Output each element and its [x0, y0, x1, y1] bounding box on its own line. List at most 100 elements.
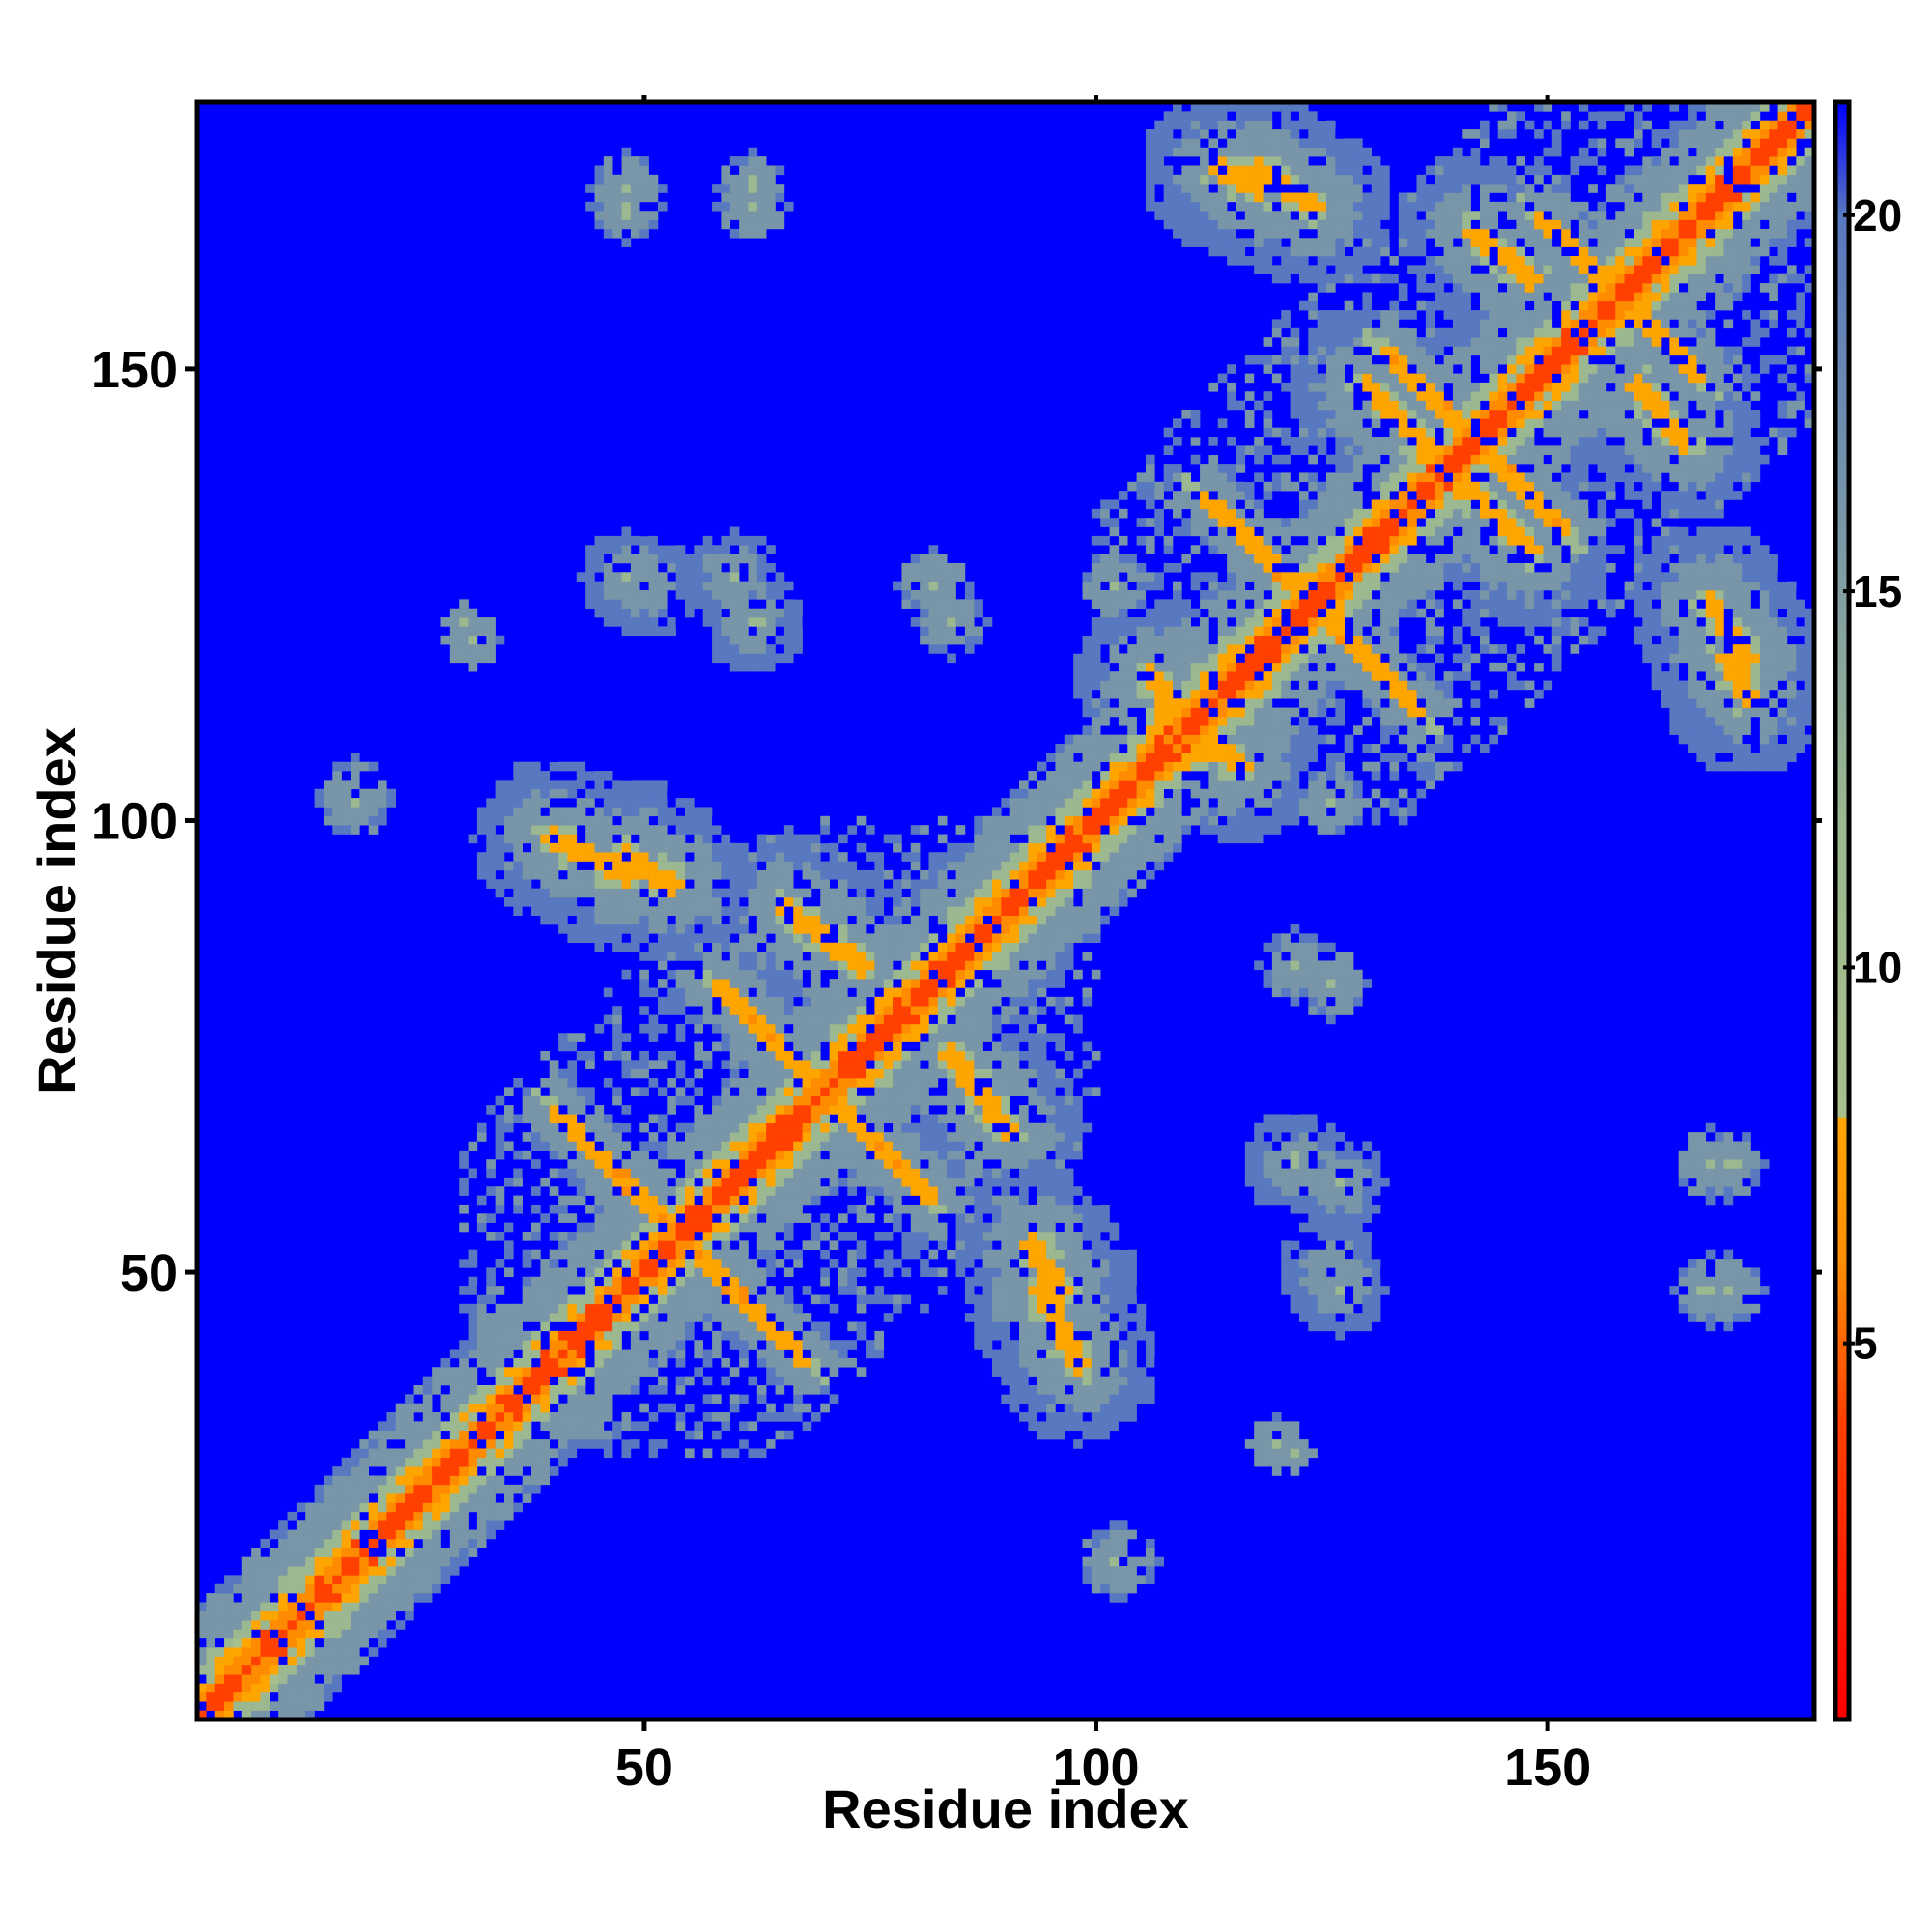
- heatmap-cell: [459, 1249, 469, 1260]
- heatmap-cell: [594, 1439, 605, 1449]
- heatmap-cell: [947, 1095, 956, 1106]
- heatmap-cell: [667, 987, 676, 998]
- heatmap-cell: [675, 572, 686, 582]
- heatmap-cell: [1064, 734, 1074, 745]
- heatmap-cell: [657, 1276, 668, 1287]
- heatmap-cell: [866, 1195, 875, 1206]
- heatmap-cell: [667, 969, 676, 980]
- heatmap-cell: [982, 1050, 993, 1061]
- heatmap-cell: [685, 1448, 695, 1459]
- heatmap-cell: [350, 1664, 360, 1675]
- heatmap-cell: [1055, 1195, 1065, 1206]
- heatmap-cell: [378, 1620, 387, 1630]
- heatmap-cell: [1091, 842, 1101, 853]
- heatmap-cell: [1001, 1259, 1010, 1268]
- heatmap-cell: [729, 1023, 740, 1034]
- heatmap-cell: [648, 798, 659, 808]
- heatmap-cell: [702, 554, 713, 564]
- heatmap-cell: [1118, 1349, 1128, 1359]
- heatmap-cell: [783, 1213, 794, 1223]
- heatmap-cell: [893, 834, 902, 844]
- heatmap-cell: [603, 1231, 613, 1241]
- heatmap-cell: [1009, 852, 1020, 862]
- heatmap-cell: [440, 1493, 451, 1503]
- heatmap-cell: [639, 535, 649, 546]
- heatmap-cell: [883, 952, 894, 961]
- heatmap-cell: [802, 1141, 812, 1151]
- heatmap-cell: [712, 201, 722, 212]
- heatmap-cell: [712, 869, 722, 880]
- heatmap-cell: [1091, 1583, 1101, 1594]
- heatmap-cell: [766, 987, 776, 998]
- heatmap-cell: [440, 635, 451, 645]
- heatmap-cell: [793, 952, 803, 961]
- heatmap-cell: [928, 1249, 939, 1260]
- heatmap-cell: [648, 1014, 659, 1025]
- heatmap-cell: [1037, 1105, 1047, 1115]
- heatmap-cell: [567, 1394, 578, 1404]
- heatmap-cell: [810, 1294, 821, 1305]
- heatmap-cell: [901, 1132, 912, 1142]
- heatmap-cell: [1082, 1384, 1093, 1395]
- heatmap-cell: [920, 1141, 929, 1151]
- heatmap-cell: [1109, 734, 1120, 745]
- heatmap-cell: [1118, 788, 1128, 799]
- heatmap-cell: [766, 1114, 776, 1124]
- heatmap-cell: [341, 1575, 352, 1585]
- heatmap-cell: [974, 626, 983, 637]
- heatmap-cell: [702, 915, 713, 925]
- heatmap-cell: [893, 1168, 902, 1179]
- heatmap-cell: [350, 1502, 360, 1513]
- heatmap-cell: [1001, 815, 1010, 826]
- heatmap-cell: [459, 1538, 469, 1548]
- heatmap-cell: [847, 960, 857, 971]
- heatmap-cell: [621, 626, 632, 637]
- heatmap-cell: [657, 807, 668, 817]
- heatmap-cell: [856, 987, 867, 998]
- heatmap-cell: [1001, 979, 1010, 988]
- heatmap-cell: [1037, 1330, 1047, 1341]
- heatmap-cell: [468, 1484, 478, 1494]
- heatmap-cell: [1028, 1141, 1038, 1151]
- heatmap-cell: [783, 201, 794, 212]
- heatmap-cell: [667, 581, 676, 591]
- heatmap-cell: [775, 1041, 785, 1052]
- heatmap-cell: [756, 184, 767, 193]
- heatmap-cell: [1055, 1141, 1065, 1151]
- heatmap-cell: [260, 1701, 270, 1711]
- heatmap-cell: [775, 1357, 785, 1368]
- heatmap-cell: [974, 1240, 983, 1250]
- heatmap-cell: [1037, 1050, 1047, 1061]
- heatmap-cell: [937, 915, 948, 925]
- heatmap-cell: [1100, 617, 1110, 627]
- heatmap-cell: [901, 906, 912, 916]
- heatmap-cell: [1082, 1186, 1093, 1196]
- heatmap-cell: [1046, 1259, 1056, 1268]
- heatmap-cell: [729, 174, 740, 185]
- heatmap-cell: [314, 1610, 325, 1621]
- heatmap-cell: [612, 1321, 622, 1332]
- heatmap-cell: [621, 211, 632, 220]
- heatmap-cell: [748, 1286, 758, 1295]
- heatmap-cell: [1046, 1114, 1056, 1124]
- heatmap-cell: [486, 1412, 496, 1422]
- heatmap-cell: [305, 1656, 315, 1666]
- heatmap-cell: [675, 1313, 686, 1322]
- heatmap-cell: [847, 952, 857, 961]
- heatmap-cell: [739, 1430, 749, 1440]
- heatmap-cell: [287, 1610, 298, 1621]
- heatmap-cell: [1082, 626, 1093, 637]
- heatmap-cell: [1009, 1376, 1020, 1386]
- heatmap-cell: [332, 825, 342, 835]
- heatmap-cell: [630, 590, 640, 600]
- heatmap-cell: [1055, 896, 1065, 907]
- heatmap-cell: [1091, 852, 1101, 862]
- heatmap-cell: [269, 1575, 279, 1585]
- heatmap-cell: [359, 1484, 369, 1494]
- heatmap-cell: [449, 644, 460, 654]
- heatmap-cell: [594, 924, 605, 934]
- heatmap-cell: [856, 933, 867, 944]
- heatmap-cell: [1046, 1403, 1056, 1413]
- heatmap-cell: [820, 896, 830, 907]
- heatmap-cell: [712, 1023, 722, 1034]
